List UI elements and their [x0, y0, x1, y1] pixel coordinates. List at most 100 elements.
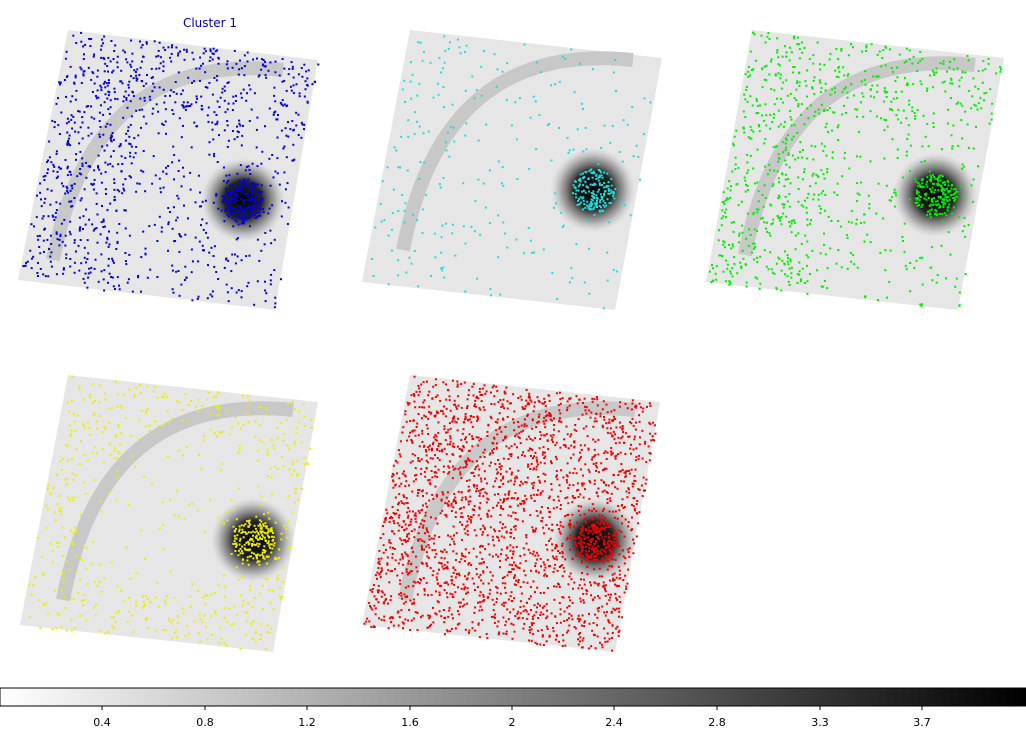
data-point: [496, 591, 499, 594]
data-point: [276, 437, 279, 440]
data-point: [391, 472, 394, 475]
data-point: [607, 185, 610, 188]
data-point: [73, 420, 76, 423]
data-point: [754, 59, 757, 62]
data-point: [468, 562, 471, 564]
data-point: [154, 385, 157, 388]
data-point: [62, 267, 65, 270]
data-point: [101, 145, 104, 148]
data-point: [404, 413, 407, 416]
data-point: [498, 412, 501, 415]
data-point: [252, 58, 255, 61]
data-point: [482, 451, 485, 454]
data-point: [605, 204, 608, 207]
data-point: [561, 596, 564, 599]
data-point: [461, 554, 464, 557]
data-point: [773, 89, 776, 92]
data-point: [400, 539, 403, 542]
data-point: [238, 528, 241, 531]
data-point: [256, 459, 259, 462]
data-point: [287, 73, 290, 76]
data-point: [756, 277, 759, 280]
data-point: [601, 490, 604, 493]
data-point: [481, 608, 484, 611]
data-point: [159, 191, 162, 194]
data-point: [253, 92, 256, 95]
data-point: [491, 449, 494, 452]
data-point: [71, 541, 74, 543]
data-point: [83, 281, 86, 284]
data-point: [144, 247, 147, 250]
data-point: [574, 496, 577, 499]
data-point: [427, 394, 430, 397]
data-point: [443, 35, 446, 38]
data-point: [500, 465, 503, 468]
data-point: [393, 146, 396, 149]
data-point: [619, 451, 622, 454]
data-point: [471, 445, 474, 448]
data-point: [441, 450, 444, 453]
data-point: [270, 476, 273, 479]
data-point: [225, 174, 228, 177]
data-point: [463, 603, 466, 606]
data-point: [446, 431, 449, 434]
data-point: [135, 79, 138, 82]
data-point: [433, 542, 436, 545]
data-point: [25, 261, 27, 264]
data-point: [135, 74, 138, 77]
data-point: [586, 565, 589, 568]
data-point: [78, 388, 81, 391]
data-point: [792, 66, 795, 68]
data-point: [550, 438, 553, 441]
data-point: [605, 422, 608, 425]
data-point: [231, 109, 234, 111]
data-point: [453, 399, 456, 402]
data-point: [474, 468, 477, 471]
data-point: [473, 483, 476, 486]
data-point: [533, 251, 536, 254]
data-point: [628, 491, 631, 494]
data-point: [88, 267, 91, 270]
data-point: [616, 585, 619, 588]
data-point: [163, 392, 166, 395]
data-point: [162, 628, 165, 631]
data-point: [598, 182, 601, 185]
data-point: [745, 183, 747, 186]
data-point: [1000, 68, 1003, 71]
bright-core: [893, 153, 977, 237]
data-point: [638, 511, 641, 514]
data-point: [194, 201, 197, 204]
data-point: [100, 270, 103, 273]
data-point: [451, 232, 454, 235]
data-point: [61, 554, 64, 557]
data-point: [943, 212, 946, 215]
data-point: [715, 265, 718, 268]
data-point: [481, 533, 484, 536]
data-point: [298, 95, 301, 98]
data-point: [949, 60, 951, 63]
data-point: [247, 525, 250, 528]
data-point: [109, 99, 112, 102]
data-point: [451, 223, 454, 226]
data-point: [267, 69, 270, 72]
data-point: [166, 396, 169, 399]
data-point: [435, 493, 438, 496]
data-point: [594, 454, 597, 456]
data-point: [774, 74, 777, 77]
data-point: [506, 62, 509, 65]
data-point: [464, 548, 467, 551]
data-point: [37, 599, 40, 602]
data-point: [425, 450, 428, 453]
data-point: [502, 398, 505, 401]
data-point: [772, 218, 775, 221]
data-point: [527, 548, 530, 551]
data-point: [258, 537, 261, 540]
data-point: [414, 512, 417, 515]
data-point: [483, 528, 486, 531]
data-point: [556, 523, 559, 526]
data-point: [457, 468, 460, 471]
data-point: [125, 132, 128, 135]
data-point: [539, 438, 542, 440]
data-point: [238, 68, 241, 71]
data-point: [249, 585, 252, 588]
